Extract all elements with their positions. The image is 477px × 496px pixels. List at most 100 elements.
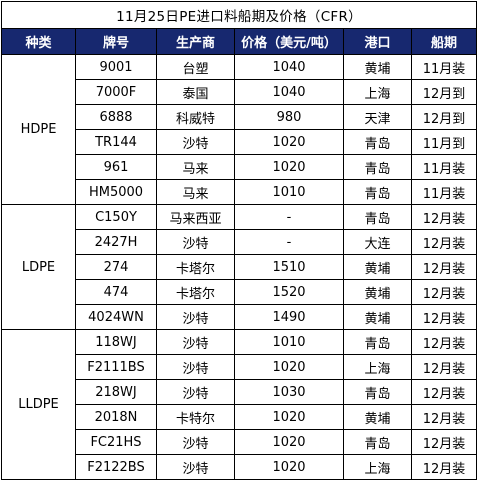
price-cell: 1040 [234,54,344,80]
price-cell: 1520 [234,279,344,305]
header-row: 种类 牌号 生产商 价格（美元/吨） 港口 船期 [1,28,477,55]
port-cell: 黄埔 [343,54,412,80]
producer-cell: 沙特 [156,379,235,405]
header-shipment: 船期 [410,28,477,55]
grade-cell: 6888 [75,104,157,130]
shipment-cell: 12月装 [410,454,477,480]
header-producer: 生产商 [156,28,235,55]
price-cell: 980 [234,104,344,130]
grade-cell: 2427H [75,229,157,255]
table-row: 474 卡塔尔 1520 黄埔 12月装 [2,279,477,305]
shipment-cell: 11月到 [410,129,477,155]
table-row: 7000F 泰国 1040 上海 12月到 [2,79,477,105]
header-price: 价格（美元/吨） [234,28,344,55]
price-cell: 1030 [234,379,344,405]
producer-cell: 马来 [156,179,235,205]
port-cell: 青岛 [343,179,412,205]
table-row: LDPE C150Y 马来西亚 - 青岛 12月装 [1,204,477,330]
table-row: 218WJ 沙特 1030 青岛 12月装 [2,379,477,405]
shipment-cell: 12月装 [410,429,477,455]
table-row: F2122BS 沙特 1020 上海 12月装 [2,454,477,480]
shipment-cell: 12月到 [410,79,477,105]
producer-cell: 卡特尔 [156,404,235,430]
header-grade: 牌号 [75,28,157,55]
shipment-cell: 12月装 [410,204,477,230]
grade-cell: F2111BS [75,354,157,380]
grade-cell: 9001 [75,54,157,80]
grade-cell: HM5000 [75,179,157,205]
table-title: 11月25日PE进口料船期及价格（CFR） [0,1,477,29]
price-cell: 1020 [234,154,344,180]
shipment-cell: 12月装 [410,304,477,330]
grade-cell: 7000F [75,79,157,105]
producer-cell: 卡塔尔 [156,279,235,305]
port-cell: 大连 [343,229,412,255]
price-cell: 1010 [234,179,344,205]
producer-cell: 科威特 [156,104,235,130]
port-cell: 黄埔 [343,254,412,280]
port-cell: 上海 [343,454,412,480]
category-cell: HDPE [1,54,76,205]
grade-cell: 474 [75,279,157,305]
table-body: HDPE 9001 台塑 1040 黄埔 11月装 7000F 泰国 1040 上海 12月到 688… [1,54,477,480]
producer-cell: 卡塔尔 [156,254,235,280]
port-cell: 青岛 [343,129,412,155]
category-cell: LDPE [1,204,76,330]
producer-cell: 马来 [156,154,235,180]
producer-cell: 台塑 [156,54,235,80]
port-cell: 黄埔 [343,279,412,305]
grade-cell: 118WJ [75,329,157,355]
price-cell: 1010 [234,329,344,355]
producer-cell: 沙特 [156,454,235,480]
port-cell: 天津 [343,104,412,130]
producer-cell: 沙特 [156,354,235,380]
port-cell: 黄埔 [343,304,412,330]
shipment-cell: 12月装 [410,229,477,255]
grade-cell: 2018N [75,404,157,430]
table-row: LLDPE 118WJ 沙特 1010 青岛 12月装 [1,329,477,480]
port-cell: 黄埔 [343,404,412,430]
grade-cell: C150Y [75,204,157,230]
grade-cell: 274 [75,254,157,280]
producer-cell: 马来西亚 [156,204,235,230]
shipment-cell: 11月装 [410,179,477,205]
title-row: 11月25日PE进口料船期及价格（CFR） [0,1,477,29]
shipment-cell: 11月装 [410,154,477,180]
port-cell: 青岛 [343,154,412,180]
shipment-cell: 12月装 [410,329,477,355]
grade-cell: TR144 [75,129,157,155]
price-cell: 1020 [234,429,344,455]
producer-cell: 沙特 [156,329,235,355]
port-cell: 青岛 [343,329,412,355]
table-row: HDPE 9001 台塑 1040 黄埔 11月装 [1,54,477,205]
price-table: 11月25日PE进口料船期及价格（CFR） 种类 牌号 生产商 价格（美元/吨）… [0,1,477,480]
grade-cell: F2122BS [75,454,157,480]
category-cell: LLDPE [1,329,76,480]
port-cell: 青岛 [343,204,412,230]
port-cell: 青岛 [343,379,412,405]
price-cell: 1490 [234,304,344,330]
shipment-cell: 11月装 [410,54,477,80]
price-cell: 1510 [234,254,344,280]
grade-cell: 218WJ [75,379,157,405]
grade-cell: 961 [75,154,157,180]
shipment-cell: 12月装 [410,254,477,280]
shipment-cell: 12月到 [410,104,477,130]
table-row: 4024WN 沙特 1490 黄埔 12月装 [2,304,477,330]
producer-cell: 沙特 [156,129,235,155]
price-cell: 1020 [234,404,344,430]
grade-cell: 4024WN [75,304,157,330]
price-cell: - [234,229,344,255]
header-category: 种类 [1,28,76,55]
table-row: TR144 沙特 1020 青岛 11月到 [2,129,477,155]
port-cell: 上海 [343,354,412,380]
price-cell: 1020 [234,354,344,380]
table-row: 6888 科威特 980 天津 12月到 [2,104,477,130]
shipment-cell: 12月装 [410,354,477,380]
table-row: 2427H 沙特 - 大连 12月装 [2,229,477,255]
price-cell: 1020 [234,129,344,155]
port-cell: 上海 [343,79,412,105]
price-cell: 1020 [234,454,344,480]
producer-cell: 沙特 [156,229,235,255]
